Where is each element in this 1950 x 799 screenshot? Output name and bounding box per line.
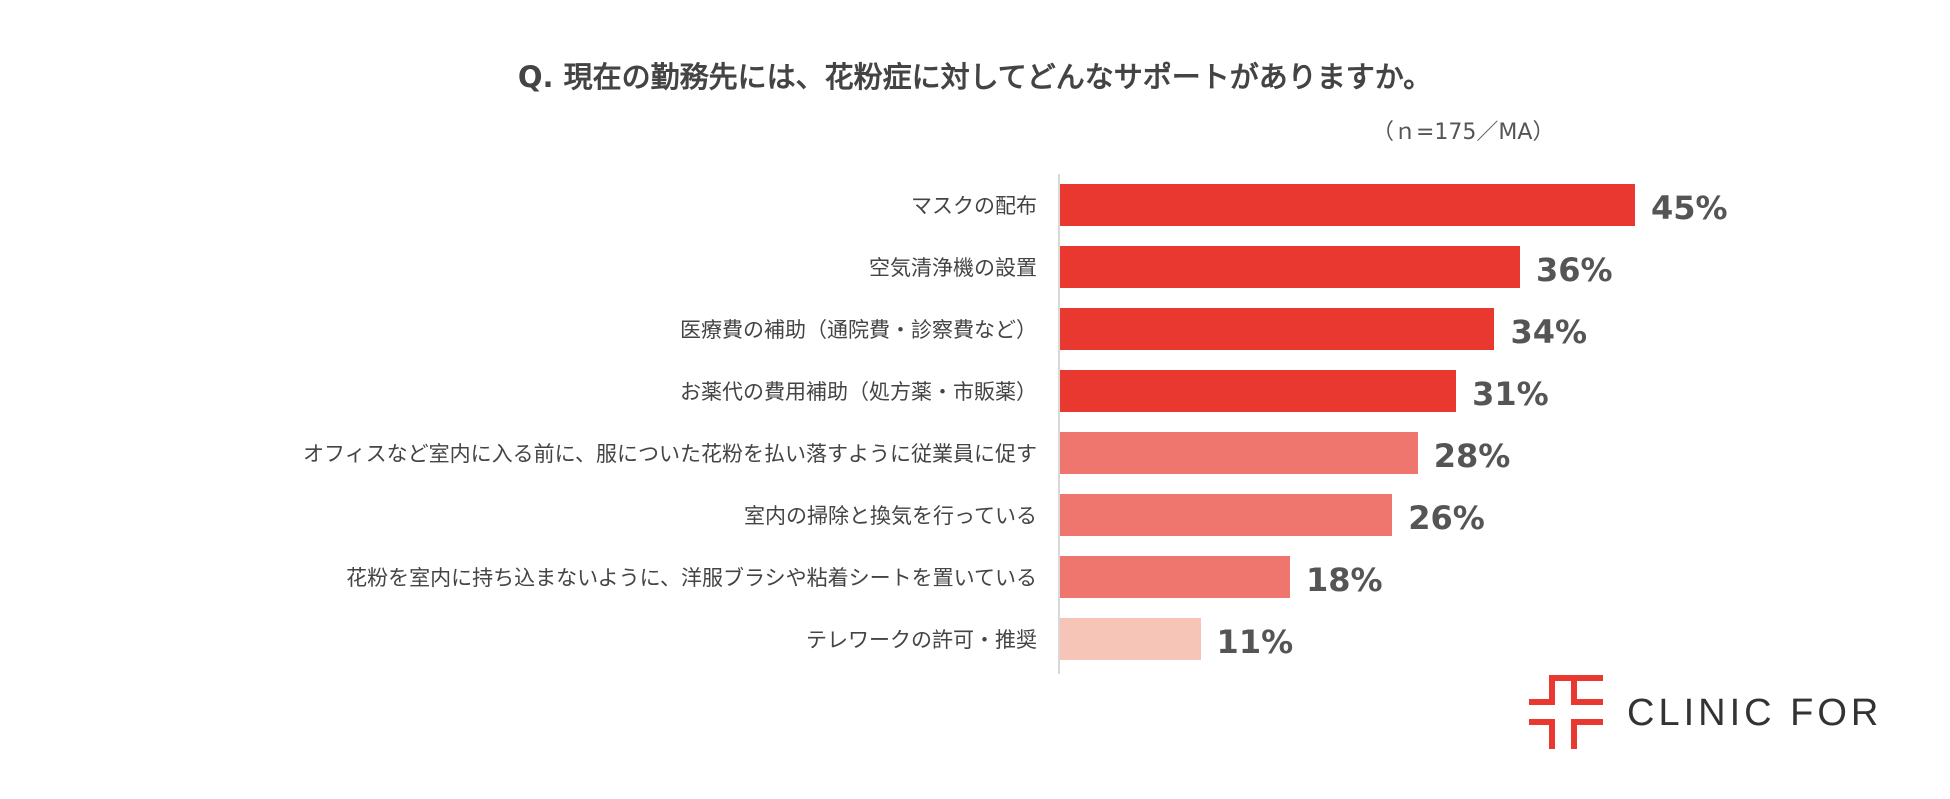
bar xyxy=(1060,494,1393,536)
value-label: 28% xyxy=(1433,437,1511,475)
bar xyxy=(1060,618,1201,660)
value-label: 26% xyxy=(1408,499,1485,537)
value-label: 34% xyxy=(1510,313,1588,351)
value-label: 31% xyxy=(1472,375,1549,413)
category-label: 花粉を室内に持ち込まないように、洋服ブラシや粘着シートを置いている xyxy=(346,566,1037,590)
clinic-for-logo-icon xyxy=(1529,675,1603,749)
category-label: オフィスなど室内に入る前に、服についた花粉を払い落すように従業員に促す xyxy=(303,442,1037,466)
bar xyxy=(1060,370,1457,412)
bar xyxy=(1060,308,1495,350)
bar xyxy=(1060,184,1635,226)
category-axis-line xyxy=(1058,174,1060,674)
category-label: 室内の掃除と換気を行っている xyxy=(744,504,1037,528)
bar xyxy=(1060,432,1418,474)
chart-title: Q. 現在の勤務先には、花粉症に対してどんなサポートがありますか。 xyxy=(517,60,1433,94)
category-label: テレワークの許可・推奨 xyxy=(806,628,1037,652)
bar xyxy=(1060,556,1290,598)
value-label: 36% xyxy=(1536,251,1613,289)
bar xyxy=(1060,246,1520,288)
sample-note: （ｎ=175／MA） xyxy=(1372,120,1555,145)
value-label: 45% xyxy=(1651,189,1728,227)
category-label: 空気清浄機の設置 xyxy=(869,256,1037,280)
category-label: マスクの配布 xyxy=(911,194,1037,218)
category-label: 医療費の補助（通院費・診察費など） xyxy=(680,318,1037,342)
value-label: 18% xyxy=(1306,561,1383,599)
category-label: お薬代の費用補助（処方薬・市販薬） xyxy=(680,380,1037,404)
logo-text: CLINIC FOR xyxy=(1627,692,1883,734)
value-label: 11% xyxy=(1216,623,1294,661)
